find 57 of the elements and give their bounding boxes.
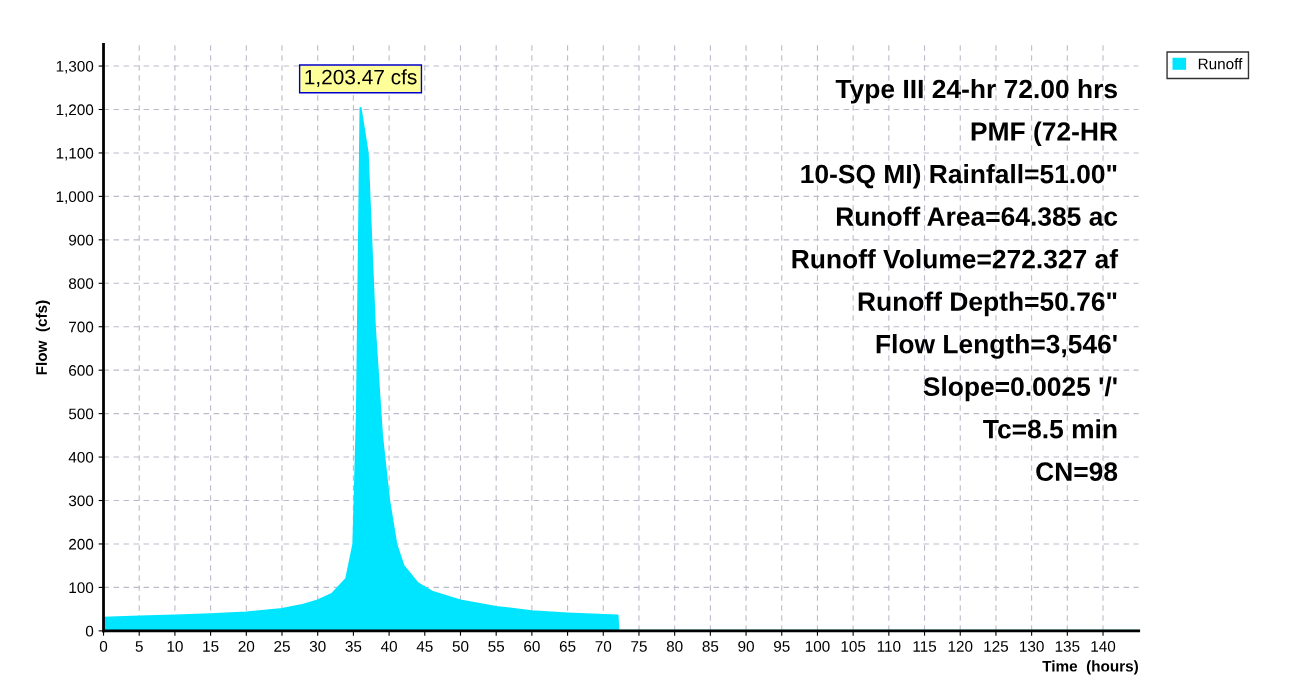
y-tick-label: 700 xyxy=(69,321,94,333)
x-tick-label: 115 xyxy=(913,641,937,652)
x-tick-label: 35 xyxy=(345,640,362,652)
x-tick-label: 50 xyxy=(452,640,469,652)
x-tick-label: 25 xyxy=(274,640,290,652)
x-tick-label: 110 xyxy=(877,640,901,652)
y-tick-label: 300 xyxy=(68,495,94,507)
x-tick-label: 30 xyxy=(309,640,326,652)
annotation: CN=98 xyxy=(1036,462,1118,482)
x-axis-title: Time (hours) xyxy=(1042,660,1138,675)
annotation: Type III 24-hr 72.00 hrs xyxy=(835,78,1117,104)
y-tick-label: 100 xyxy=(69,582,94,594)
x-tick-label: 140 xyxy=(1091,640,1116,652)
y-tick-label: 0 xyxy=(85,625,94,637)
annotation: Runoff Volume=272.327 af xyxy=(792,249,1119,269)
annotation: Slope=0.0025 '/' xyxy=(923,376,1117,402)
x-tick-label: 75 xyxy=(631,641,647,652)
y-tick-label: 900 xyxy=(69,234,94,246)
x-tick-label: 40 xyxy=(380,640,397,652)
x-tick-label: 105 xyxy=(841,640,866,652)
annotation: Runoff Depth=50.76" xyxy=(858,291,1117,317)
x-tick-label: 15 xyxy=(203,641,219,652)
x-tick-label: 125 xyxy=(984,640,1009,652)
x-tick-label: 70 xyxy=(595,640,612,652)
annotation: Tc=8.5 min xyxy=(983,419,1117,439)
x-tick-label: 20 xyxy=(238,640,255,652)
x-tick-label: 55 xyxy=(488,641,505,652)
y-tick-label: 500 xyxy=(68,408,94,420)
x-tick-label: 85 xyxy=(702,640,719,652)
x-tick-label: 65 xyxy=(559,640,576,652)
x-tick-label: 80 xyxy=(666,640,683,652)
y-tick-label: 1,000 xyxy=(56,191,94,204)
x-tick-label: 45 xyxy=(416,641,433,652)
x-tick-label: 0 xyxy=(99,640,108,652)
x-tick-label: 130 xyxy=(1020,640,1044,652)
annotation: 10-SQ MI) Rainfall=51.00" xyxy=(801,164,1117,189)
y-tick-label: 1,200 xyxy=(56,104,94,117)
x-tick-label: 120 xyxy=(948,640,973,652)
x-tick-label: 100 xyxy=(805,640,830,652)
annotation: Flow Length=3,546' xyxy=(876,334,1117,359)
x-tick-label: 60 xyxy=(524,640,540,652)
y-tick-label: 600 xyxy=(69,365,94,376)
x-tick-label: 5 xyxy=(135,641,143,652)
y-tick-label: 1,300 xyxy=(56,60,94,74)
legend-label: Runoff xyxy=(1198,58,1243,70)
x-tick-label: 135 xyxy=(1055,640,1080,652)
y-axis-title: Flow (cfs) xyxy=(35,300,51,375)
y-tick-label: 1,100 xyxy=(56,147,94,161)
y-tick-label: 400 xyxy=(68,451,94,463)
x-tick-label: 95 xyxy=(773,640,790,652)
annotation: PMF (72-HR xyxy=(971,121,1118,147)
annotation: Runoff Area=64.385 ac xyxy=(836,206,1118,226)
x-tick-label: 10 xyxy=(167,640,183,652)
y-tick-label: 200 xyxy=(69,538,94,550)
x-tick-label: 90 xyxy=(738,640,754,652)
y-tick-label: 800 xyxy=(68,278,94,289)
annotation: 1,203.47 cfs xyxy=(305,69,417,87)
